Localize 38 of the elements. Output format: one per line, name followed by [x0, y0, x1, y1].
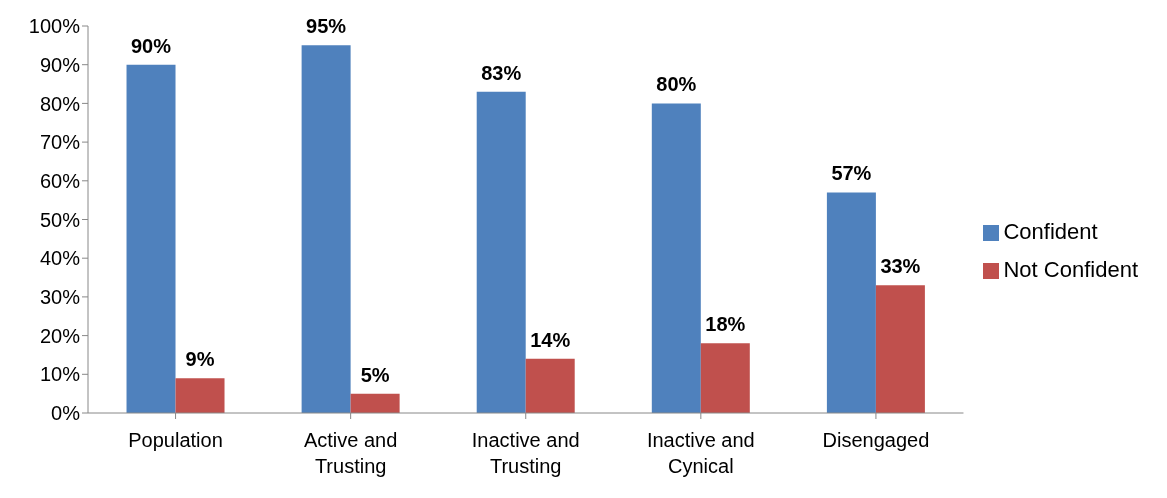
data-label: 95% [306, 15, 347, 38]
bar [651, 103, 701, 413]
bar [525, 358, 575, 413]
legend-label: Not Confident [1003, 256, 1138, 282]
data-label: 83% [481, 61, 522, 84]
data-label: 57% [831, 162, 872, 185]
legend-label: Confident [1003, 218, 1098, 244]
data-label: 14% [530, 328, 571, 351]
data-label: 80% [656, 73, 697, 96]
x-tick-label: Disengaged [822, 429, 930, 451]
y-tick-label: 60% [39, 169, 81, 192]
bar [126, 64, 176, 413]
bar [350, 393, 400, 413]
bar [826, 192, 876, 413]
y-tick-label: 0% [51, 402, 81, 425]
y-tick-label: 70% [39, 131, 81, 154]
y-tick-label: 80% [39, 92, 81, 115]
y-tick-label: 20% [39, 324, 81, 347]
y-tick-label: 30% [39, 286, 81, 308]
y-tick-label: 10% [39, 363, 81, 386]
x-tick-label: Population [128, 429, 223, 451]
data-label: 18% [705, 313, 746, 336]
x-tick-label: Active and Trusting [303, 429, 398, 477]
x-tick-label: Inactive and Cynical [646, 429, 755, 477]
data-label: 5% [360, 363, 390, 386]
y-tick-label: 100% [28, 15, 81, 38]
y-tick-label: 40% [39, 247, 81, 270]
data-label: 33% [880, 255, 921, 278]
data-label: 90% [131, 34, 172, 57]
bar [301, 45, 351, 413]
bar [175, 378, 225, 413]
y-tick-label: 90% [39, 53, 81, 76]
x-tick-label: Inactive and Trusting [471, 429, 580, 477]
data-label: 9% [185, 348, 215, 371]
y-tick-label: 50% [39, 208, 81, 231]
bar [700, 343, 750, 413]
bar [476, 91, 526, 413]
bar [875, 285, 925, 413]
